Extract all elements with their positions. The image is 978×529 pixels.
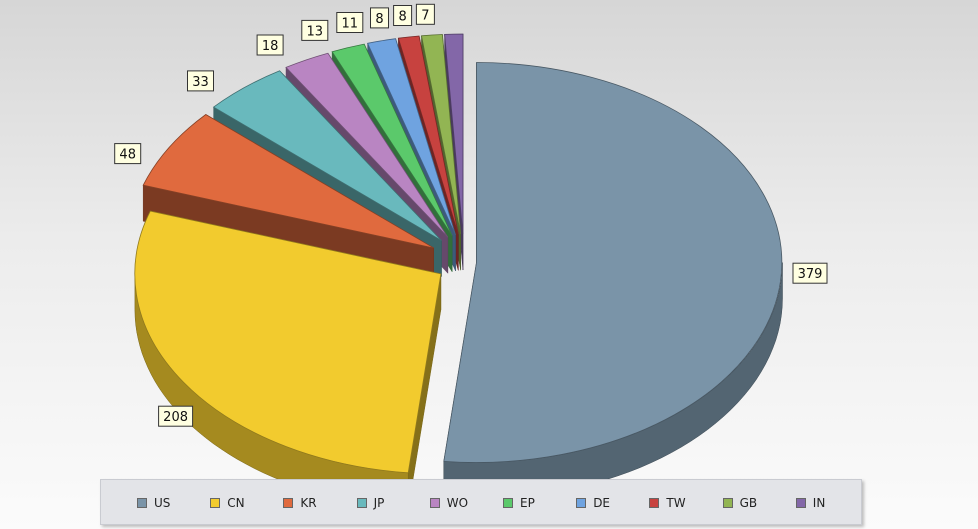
data-label-jp: 33 <box>187 70 214 92</box>
data-label-value: 7 <box>421 8 429 23</box>
legend-item-in[interactable]: IN <box>795 496 826 510</box>
legend-item-jp[interactable]: JP <box>356 496 385 510</box>
pie-slice-jp[interactable] <box>212 70 442 241</box>
slices-layer <box>134 33 783 510</box>
data-label-gb: 8 <box>393 5 413 26</box>
data-label-box <box>256 34 284 56</box>
pie-slice-kr[interactable] <box>142 114 434 249</box>
data-label-value: 379 <box>798 267 823 282</box>
data-label-value: 11 <box>342 17 359 32</box>
legend: US CN KR JP WO EP DE TW GB IN <box>100 479 862 525</box>
legend-item-tw[interactable]: TW <box>649 496 686 510</box>
data-label-in: 7 <box>415 3 435 25</box>
pie-slice-wo[interactable] <box>285 52 449 238</box>
pie-slice-de[interactable] <box>367 38 456 235</box>
data-label-value: 8 <box>375 12 383 27</box>
legend-label: TW <box>666 496 686 510</box>
data-label-box <box>415 3 435 25</box>
pie-slice-in[interactable] <box>444 33 464 235</box>
data-label-value: 48 <box>119 148 136 163</box>
data-label-value: 8 <box>398 10 406 25</box>
legend-item-kr[interactable]: KR <box>283 496 317 510</box>
data-label-value: 13 <box>307 24 324 39</box>
legend-item-cn[interactable]: CN <box>210 496 245 510</box>
legend-swatch <box>649 498 660 508</box>
data-label-cn: 208 <box>158 405 194 427</box>
legend-swatch <box>795 498 806 508</box>
data-label-box <box>336 12 364 33</box>
data-label-box <box>792 262 828 284</box>
legend-label: IN <box>812 496 826 510</box>
legend-label: GB <box>739 496 758 510</box>
data-label-box <box>114 143 142 165</box>
legend-swatch <box>356 498 367 508</box>
legend-label: KR <box>300 496 317 510</box>
data-label-de: 11 <box>336 12 364 33</box>
legend-label: CN <box>227 496 245 510</box>
data-label-box <box>393 5 413 26</box>
pie-slice-us[interactable] <box>443 62 783 463</box>
legend-label: US <box>154 496 171 510</box>
pie-slice-gb[interactable] <box>421 34 462 235</box>
legend-swatch <box>210 498 221 508</box>
data-label-us: 379 <box>792 262 828 284</box>
legend-swatch <box>283 498 294 508</box>
legend-label: JP <box>373 496 385 510</box>
legend-item-us[interactable]: US <box>137 496 170 510</box>
data-label-wo: 18 <box>256 34 284 56</box>
legend-item-ep[interactable]: EP <box>503 496 535 510</box>
pie-slice-ep[interactable] <box>331 43 453 236</box>
legend-swatch <box>576 498 587 508</box>
legend-swatch <box>503 498 513 508</box>
data-label-value: 18 <box>262 39 279 54</box>
legend-label: WO <box>446 496 469 510</box>
data-label-value: 208 <box>163 410 188 425</box>
legend-label: DE <box>593 496 611 510</box>
legend-swatch <box>429 498 440 508</box>
data-label-tw: 8 <box>370 7 389 29</box>
data-label-kr: 48 <box>114 143 142 165</box>
legend-swatch <box>722 498 733 508</box>
legend-item-gb[interactable]: GB <box>722 496 758 510</box>
data-label-ep: 13 <box>301 19 329 41</box>
legend-swatch <box>137 498 147 508</box>
data-label-box <box>301 19 329 41</box>
data-label-value: 33 <box>192 75 209 90</box>
data-label-box <box>370 7 389 29</box>
data-label-box <box>187 70 214 92</box>
legend-item-de[interactable]: DE <box>576 496 610 510</box>
data-label-box <box>158 405 194 427</box>
pie-slice-cn[interactable] <box>134 210 442 474</box>
legend-item-wo[interactable]: WO <box>429 496 469 510</box>
legend-label: EP <box>520 496 535 510</box>
pie-slice-tw[interactable] <box>397 35 459 235</box>
